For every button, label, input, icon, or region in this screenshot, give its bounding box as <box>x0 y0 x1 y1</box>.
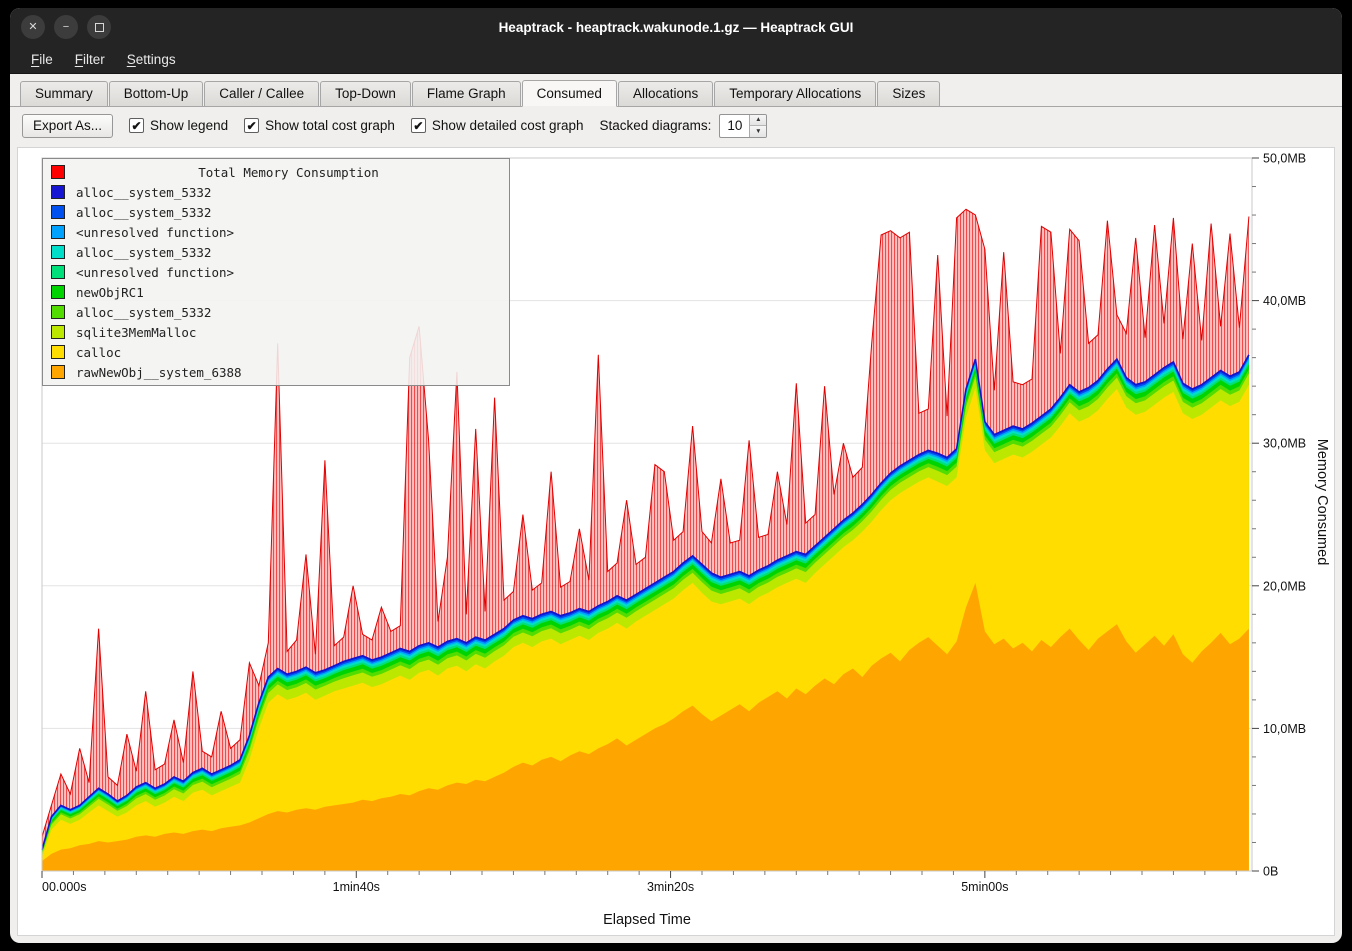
chart-legend: Total Memory Consumption alloc__system_53… <box>42 158 510 386</box>
tab-bar: Summary Bottom-Up Caller / Callee Top-Down F… <box>10 74 1342 107</box>
checkbox-label: Show detailed cost graph <box>431 118 584 133</box>
svg-text:50,0MB: 50,0MB <box>1263 152 1306 166</box>
legend-swatch <box>51 325 65 339</box>
svg-text:0B: 0B <box>1263 865 1278 879</box>
svg-text:10,0MB: 10,0MB <box>1263 722 1306 736</box>
tab-bottom-up[interactable]: Bottom-Up <box>108 81 204 107</box>
window-controls: ✕ − <box>10 15 111 39</box>
menu-item-file[interactable]: File <box>31 52 53 67</box>
legend-swatch <box>51 285 65 299</box>
title-bar[interactable]: ✕ − Heaptrack - heaptrack.wakunode.1.gz … <box>10 8 1342 46</box>
menu-item-filter[interactable]: Filter <box>74 52 105 67</box>
stacked-diagrams-label: Stacked diagrams: <box>599 118 712 133</box>
legend-row: alloc__system_5332 <box>47 182 505 202</box>
menu-bar: File Filter Settings <box>10 46 1342 74</box>
legend-row: newObjRC1 <box>47 282 505 302</box>
legend-row: alloc__system_5332 <box>47 242 505 262</box>
legend-label: <unresolved function> <box>76 264 235 280</box>
legend-label: alloc__system_5332 <box>76 244 212 260</box>
minimize-icon: − <box>62 20 70 33</box>
close-icon: ✕ <box>28 20 38 33</box>
legend-label: alloc__system_5332 <box>76 184 212 200</box>
legend-swatch <box>51 345 65 359</box>
svg-text:40,0MB: 40,0MB <box>1263 294 1306 308</box>
stacked-diagrams-value[interactable]: 10 <box>727 118 743 133</box>
legend-swatch <box>51 225 65 239</box>
legend-label: calloc <box>76 344 122 360</box>
legend-swatch <box>51 165 65 179</box>
svg-text:3min20s: 3min20s <box>647 880 694 894</box>
tab-temporary-allocations[interactable]: Temporary Allocations <box>714 81 877 107</box>
tab-summary[interactable]: Summary <box>20 81 108 107</box>
checkbox-box[interactable]: ✔ <box>410 118 426 133</box>
legend-label: rawNewObj__system_6388 <box>76 364 242 380</box>
legend-label: newObjRC1 <box>76 284 144 300</box>
close-button[interactable]: ✕ <box>21 15 45 39</box>
legend-row: calloc <box>47 342 505 362</box>
app-window: ✕ − Heaptrack - heaptrack.wakunode.1.gz … <box>10 8 1342 943</box>
legend-swatch <box>51 245 65 259</box>
toolbar: Export As... ✔ Show legend ✔ Show total cos… <box>10 107 1342 144</box>
maximize-button[interactable] <box>87 15 111 39</box>
memory-consumption-chart[interactable]: 0B 10,0MB 20,0MB 30,0MB 40,0MB 50,0MB 00.000s 1… <box>18 148 1334 935</box>
legend-label: alloc__system_5332 <box>76 304 212 320</box>
checkbox-label: Show total cost graph <box>265 118 395 133</box>
legend-swatch <box>51 305 65 319</box>
legend-row: sqlite3MemMalloc <box>47 322 505 342</box>
tab-caller-callee[interactable]: Caller / Callee <box>204 81 320 107</box>
x-axis-title: Elapsed Time <box>603 912 691 928</box>
spin-down-icon[interactable]: ▼ <box>750 125 767 137</box>
svg-text:20,0MB: 20,0MB <box>1263 579 1306 593</box>
legend-title-row: Total Memory Consumption <box>47 162 505 182</box>
checkbox-label: Show legend <box>150 118 229 133</box>
tab-flame-graph[interactable]: Flame Graph <box>411 81 521 107</box>
svg-text:00.000s: 00.000s <box>42 880 86 894</box>
tab-allocations[interactable]: Allocations <box>617 81 714 107</box>
export-as-button[interactable]: Export As... <box>22 113 114 138</box>
legend-label: <unresolved function> <box>76 224 235 240</box>
svg-text:5min00s: 5min00s <box>961 880 1008 894</box>
tab-consumed[interactable]: Consumed <box>521 80 617 107</box>
minimize-button[interactable]: − <box>54 15 78 39</box>
legend-label: sqlite3MemMalloc <box>76 324 197 340</box>
spin-buttons: ▲ ▼ <box>749 114 767 137</box>
stacked-diagrams-spinbox[interactable]: 10 ▲ ▼ <box>719 113 768 138</box>
y-axis-title: Memory Consumed <box>1314 438 1330 566</box>
svg-text:1min40s: 1min40s <box>333 880 380 894</box>
legend-row: alloc__system_5332 <box>47 202 505 222</box>
legend-label: Total Memory Consumption <box>198 164 379 180</box>
legend-row: <unresolved function> <box>47 222 505 242</box>
checkbox-box[interactable]: ✔ <box>129 118 145 133</box>
stacked-diagrams-group: Stacked diagrams: 10 ▲ ▼ <box>599 113 768 138</box>
legend-swatch <box>51 265 65 279</box>
legend-swatch <box>51 205 65 219</box>
legend-row: alloc__system_5332 <box>47 302 505 322</box>
spin-up-icon[interactable]: ▲ <box>750 114 767 125</box>
checkbox-show-legend[interactable]: ✔ Show legend <box>129 118 228 133</box>
checkbox-box[interactable]: ✔ <box>244 118 260 133</box>
legend-swatch <box>51 365 65 379</box>
legend-row: rawNewObj__system_6388 <box>47 362 505 382</box>
svg-text:30,0MB: 30,0MB <box>1263 437 1306 451</box>
legend-label: alloc__system_5332 <box>76 204 212 220</box>
checkbox-show-total-cost-graph[interactable]: ✔ Show total cost graph <box>244 118 395 133</box>
chart-panel: 0B 10,0MB 20,0MB 30,0MB 40,0MB 50,0MB 00.000s 1… <box>17 147 1335 936</box>
toolbar-checkboxes: ✔ Show legend ✔ Show total cost graph ✔ Show … <box>129 118 584 133</box>
menu-item-settings[interactable]: Settings <box>126 52 176 67</box>
tab-sizes[interactable]: Sizes <box>877 81 941 107</box>
maximize-icon <box>94 22 104 32</box>
window-title: Heaptrack - heaptrack.wakunode.1.gz — He… <box>498 19 854 35</box>
legend-row: <unresolved function> <box>47 262 505 282</box>
legend-swatch <box>51 185 65 199</box>
checkbox-show-detailed-cost-graph[interactable]: ✔ Show detailed cost graph <box>410 118 584 133</box>
tab-top-down[interactable]: Top-Down <box>320 81 411 107</box>
